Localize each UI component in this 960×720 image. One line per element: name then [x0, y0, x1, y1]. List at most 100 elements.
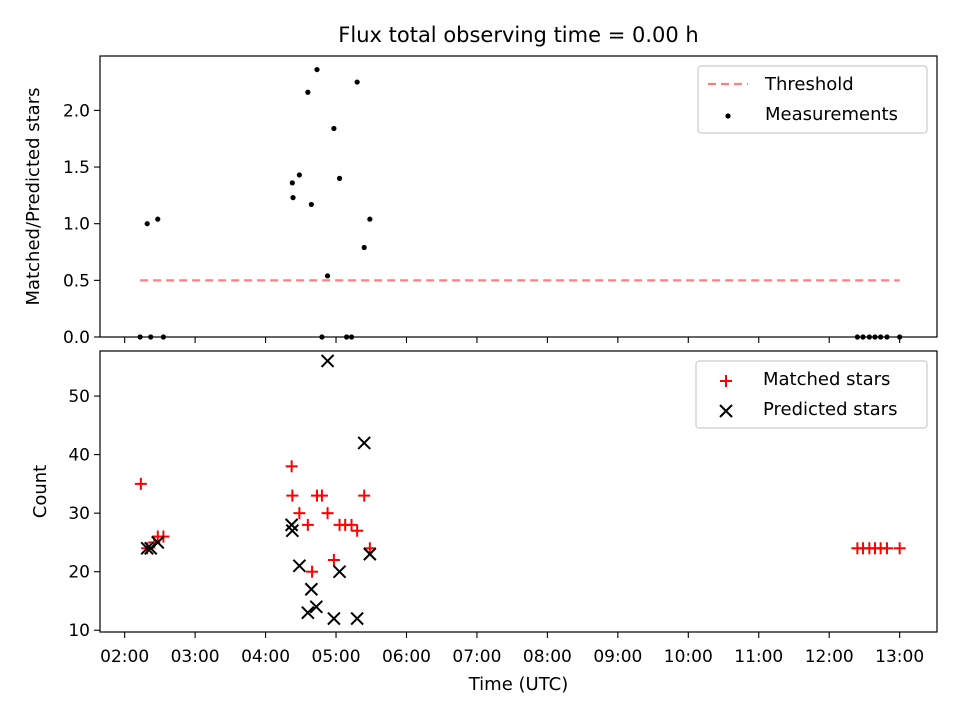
matched-stars-point — [306, 565, 319, 578]
ratio-legend-box — [697, 65, 928, 134]
threshold-legend-label: Threshold — [764, 74, 854, 95]
x-tick-label: 11:00 — [734, 647, 783, 667]
count-y-tick-label: 10 — [68, 621, 90, 641]
measurements-point — [336, 175, 343, 181]
measurements-point — [296, 172, 302, 178]
predicted-stars-legend-marker — [719, 404, 733, 418]
predicted-stars-point — [309, 600, 324, 614]
matched-stars-point — [293, 507, 306, 520]
measurements-point — [354, 79, 360, 85]
count-y-tick-label: 30 — [68, 504, 90, 524]
matched-stars-point — [134, 477, 147, 490]
matched-stars-point — [285, 460, 298, 473]
predicted-stars-point — [320, 354, 335, 368]
x-tick-label: 13:00 — [875, 647, 924, 667]
x-tick-label: 03:00 — [171, 647, 220, 667]
count-x-axis: 02:00 03:00 04:00 05:00 06:00 07:00 08:00 09:00… — [100, 632, 924, 667]
matched-stars-point — [345, 518, 358, 531]
matched-stars-point — [327, 553, 340, 566]
predicted-stars-point — [350, 611, 364, 626]
measurements-point — [290, 195, 296, 201]
measurements-point — [348, 334, 355, 340]
measurements-point — [305, 89, 311, 95]
measurements-point — [289, 180, 295, 186]
ratio-panel: 0.00.51.01.52.0 Matched/Predicted stars … — [23, 55, 938, 348]
count-legend: Matched stars Predicted stars — [695, 360, 928, 429]
ratio-legend: Threshold Measurements — [697, 65, 928, 134]
x-tick-label: 04:00 — [241, 647, 290, 667]
count-y-tick-label: 20 — [68, 563, 90, 583]
count-panel: 10 20 30 40 50 02:00 03:00 04:00 05:00 06:00 07:0… — [30, 350, 938, 667]
count-y-axis-label: Count — [30, 465, 51, 518]
matched-stars-point — [301, 518, 314, 531]
ratio-y-axis: 0.0 0.5 1.0 1.5 2.0 — [63, 101, 100, 348]
matched-stars-point — [880, 542, 893, 555]
measurements-point — [884, 334, 890, 340]
ratio-panel-frame — [99, 55, 938, 338]
measurements-point — [872, 334, 878, 340]
predicted-stars-point — [140, 541, 154, 555]
x-tick-label: 02:00 — [100, 647, 149, 667]
measurements-point — [319, 334, 325, 340]
matched-stars-point — [315, 489, 328, 502]
predicted-stars-point — [357, 436, 371, 450]
x-tick-label: 06:00 — [382, 647, 431, 667]
measurements-point — [331, 125, 337, 132]
measurements-point — [866, 334, 872, 340]
predicted-stars-point — [301, 605, 315, 620]
measurements-point — [878, 334, 884, 340]
measurements-point — [343, 334, 350, 340]
measurements-point — [897, 334, 903, 340]
measurements-point — [860, 334, 866, 340]
x-tick-label: 05:00 — [312, 647, 361, 667]
measurements-point — [155, 216, 161, 222]
count-plot-area — [134, 354, 906, 626]
ratio-y-tick-label: 2.0 — [63, 101, 90, 121]
predicted-stars-point — [285, 524, 300, 538]
predicted-stars-point — [304, 582, 319, 596]
ratio-y-tick-label: 1.5 — [63, 158, 90, 178]
ratio-y-tick-label: 0.0 — [63, 328, 90, 348]
ratio-y-axis-label: Matched/Predicted stars — [23, 88, 44, 306]
measurements-point — [160, 334, 167, 340]
matched-stars-point — [893, 542, 906, 555]
x-tick-label: 08:00 — [523, 647, 572, 667]
measurements-point — [308, 201, 314, 208]
measurements-point — [144, 221, 150, 227]
measurements-legend-label: Measurements — [765, 104, 898, 125]
ratio-x-axis — [124, 337, 901, 343]
predicted-stars-point — [363, 547, 377, 561]
predicted-stars-legend-label: Predicted stars — [763, 399, 897, 420]
ratio-y-tick-label: 1.0 — [63, 215, 90, 235]
count-y-tick-label: 40 — [68, 446, 90, 466]
count-legend-box — [695, 360, 928, 429]
measurements-point — [324, 273, 331, 279]
measurements-point — [137, 334, 143, 340]
matched-stars-legend-marker — [720, 375, 732, 387]
predicted-stars-point — [292, 559, 307, 573]
measurements-point — [314, 66, 320, 73]
count-y-axis: 10 20 30 40 50 — [68, 387, 100, 641]
matched-stars-point — [351, 524, 364, 537]
measurements-point — [148, 334, 154, 340]
measurements-legend-marker — [725, 113, 731, 119]
x-tick-label: 09:00 — [593, 647, 642, 667]
measurements-point — [361, 244, 367, 251]
x-tick-label: 12:00 — [805, 647, 854, 667]
count-panel-frame — [99, 350, 938, 633]
x-tick-label: 10:00 — [664, 647, 713, 667]
matched-stars-point — [286, 489, 299, 502]
predicted-stars-point — [284, 518, 299, 532]
measurements-point — [367, 216, 373, 222]
measurements-point — [854, 334, 860, 340]
matched-stars-point — [358, 489, 371, 502]
matched-stars-point — [321, 507, 334, 520]
matched-stars-point — [363, 542, 376, 555]
matched-stars-legend-label: Matched stars — [763, 369, 890, 390]
predicted-stars-point — [332, 564, 347, 579]
ratio-y-tick-label: 0.5 — [63, 271, 90, 291]
predicted-stars-point — [327, 611, 341, 626]
count-y-tick-label: 50 — [68, 387, 90, 407]
x-axis-label: Time (UTC) — [468, 674, 569, 695]
